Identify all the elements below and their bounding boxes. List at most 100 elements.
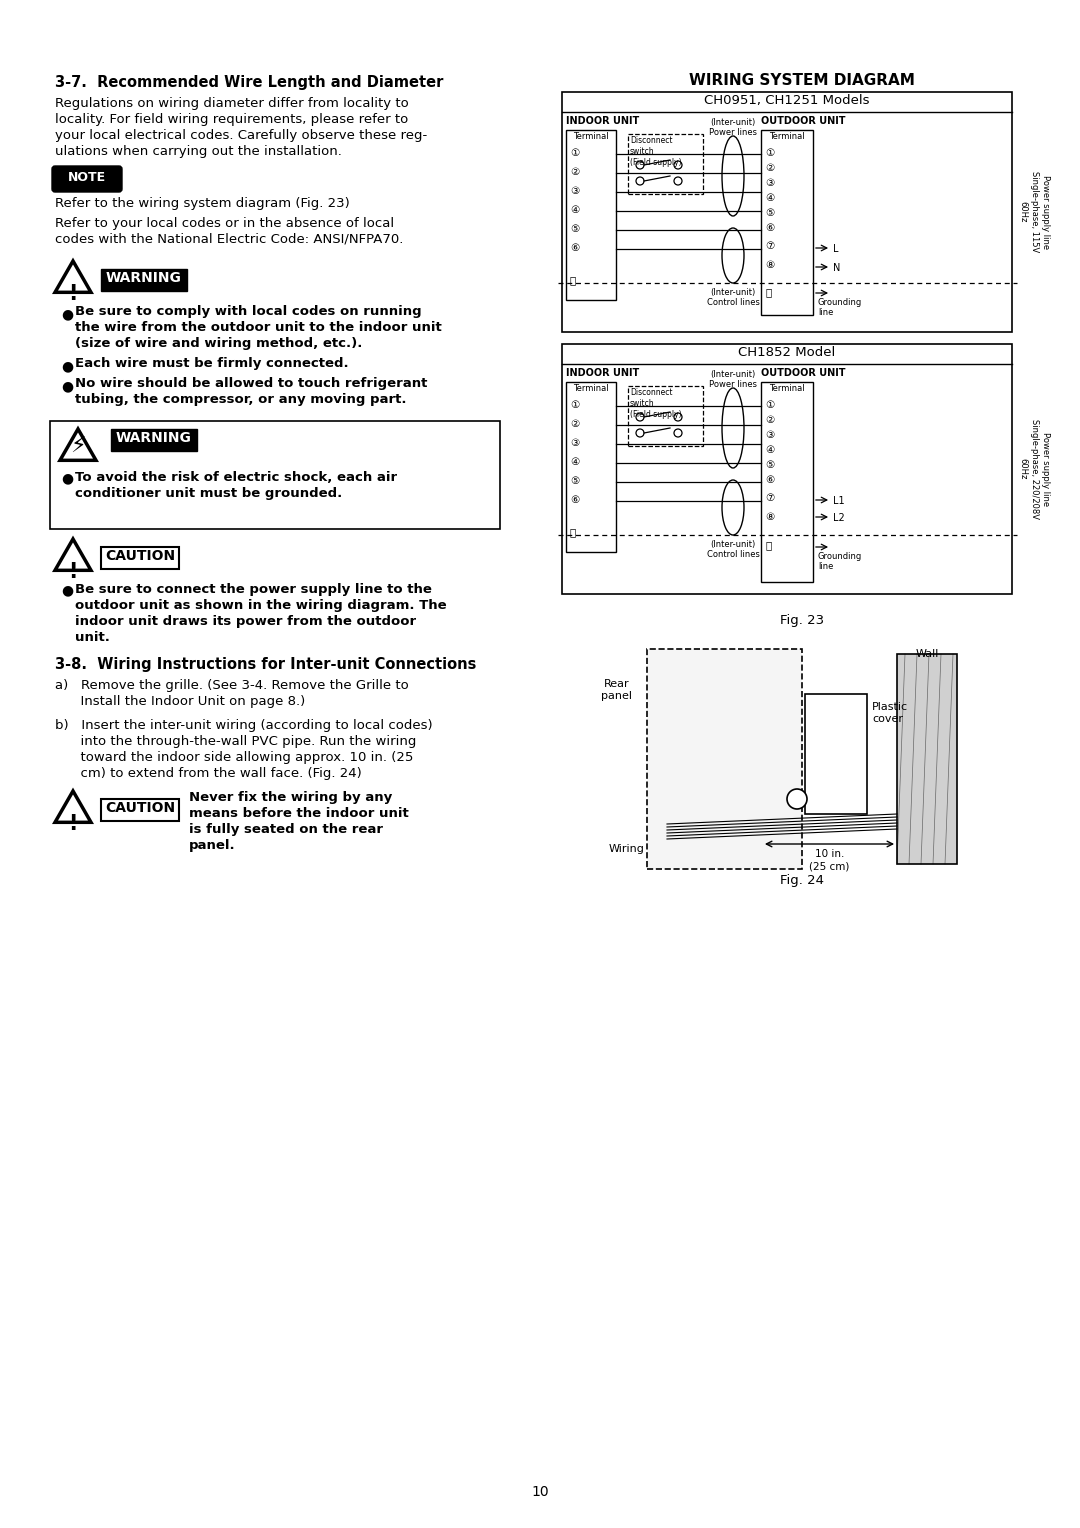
Bar bbox=[562, 344, 1012, 594]
Text: Fig. 24: Fig. 24 bbox=[780, 874, 824, 886]
Text: ⑤: ⑤ bbox=[570, 225, 579, 234]
Text: unit.: unit. bbox=[75, 631, 110, 643]
Text: Terminal: Terminal bbox=[769, 131, 805, 141]
Text: ④: ④ bbox=[570, 205, 579, 215]
Bar bbox=[647, 649, 802, 869]
Text: your local electrical codes. Carefully observe these reg-: your local electrical codes. Carefully o… bbox=[55, 128, 428, 142]
Text: Be sure to connect the power supply line to the: Be sure to connect the power supply line… bbox=[75, 584, 432, 596]
Text: into the through-the-wall PVC pipe. Run the wiring: into the through-the-wall PVC pipe. Run … bbox=[55, 735, 417, 749]
Text: Disconnect
switch
(Field supply): Disconnect switch (Field supply) bbox=[630, 388, 681, 419]
Text: 10 in.
(25 cm): 10 in. (25 cm) bbox=[809, 850, 850, 871]
Bar bbox=[627, 387, 703, 446]
Text: !: ! bbox=[68, 562, 78, 582]
Bar bbox=[805, 694, 867, 814]
Text: Grounding
line: Grounding line bbox=[818, 298, 862, 318]
Circle shape bbox=[636, 160, 644, 170]
Text: Plastic
cover: Plastic cover bbox=[872, 701, 908, 724]
Text: Power supply line
Single-phase, 115V
60Hz: Power supply line Single-phase, 115V 60H… bbox=[1018, 171, 1050, 252]
Text: OUTDOOR UNIT: OUTDOOR UNIT bbox=[761, 368, 846, 377]
Text: L2: L2 bbox=[833, 513, 845, 523]
Text: L1: L1 bbox=[833, 497, 845, 506]
Circle shape bbox=[674, 429, 681, 437]
Text: tubing, the compressor, or any moving part.: tubing, the compressor, or any moving pa… bbox=[75, 393, 406, 406]
Text: !: ! bbox=[68, 814, 78, 834]
Text: CH1852 Model: CH1852 Model bbox=[739, 345, 836, 359]
Text: Power supply line
Single-phase, 220/208V
60Hz: Power supply line Single-phase, 220/208V… bbox=[1018, 419, 1050, 520]
Text: locality. For field wiring requirements, please refer to: locality. For field wiring requirements,… bbox=[55, 113, 408, 125]
Text: 3-8.  Wiring Instructions for Inter-unit Connections: 3-8. Wiring Instructions for Inter-unit … bbox=[55, 657, 476, 672]
Bar bbox=[50, 422, 500, 529]
Text: 10: 10 bbox=[531, 1485, 549, 1499]
Text: Never fix the wiring by any: Never fix the wiring by any bbox=[189, 792, 392, 804]
Bar bbox=[562, 92, 1012, 332]
Circle shape bbox=[674, 413, 681, 422]
Text: ●: ● bbox=[60, 379, 73, 393]
Text: ●: ● bbox=[60, 307, 73, 321]
Text: INDOOR UNIT: INDOOR UNIT bbox=[566, 116, 639, 125]
Text: (Inter-unit)
Control lines: (Inter-unit) Control lines bbox=[706, 287, 759, 307]
Text: Terminal: Terminal bbox=[769, 384, 805, 393]
Text: ④: ④ bbox=[570, 457, 579, 468]
Text: Fig. 23: Fig. 23 bbox=[780, 614, 824, 626]
Text: ●: ● bbox=[60, 584, 73, 597]
Text: ②: ② bbox=[570, 419, 579, 429]
Text: ④: ④ bbox=[765, 193, 774, 203]
Text: ⑤: ⑤ bbox=[570, 477, 579, 486]
Text: WARNING: WARNING bbox=[116, 431, 192, 445]
Text: ②: ② bbox=[765, 163, 774, 173]
Text: (size of wire and wiring method, etc.).: (size of wire and wiring method, etc.). bbox=[75, 338, 363, 350]
Polygon shape bbox=[55, 792, 91, 822]
Circle shape bbox=[674, 160, 681, 170]
Text: Regulations on wiring diameter differ from locality to: Regulations on wiring diameter differ fr… bbox=[55, 96, 408, 110]
Text: ●: ● bbox=[60, 471, 73, 484]
Text: means before the indoor unit: means before the indoor unit bbox=[189, 807, 408, 821]
Text: ⑥: ⑥ bbox=[765, 475, 774, 484]
Text: Ⓖ: Ⓖ bbox=[765, 539, 771, 550]
Text: Wiring: Wiring bbox=[609, 843, 645, 854]
Text: ⑦: ⑦ bbox=[765, 494, 774, 503]
Text: ③: ③ bbox=[570, 186, 579, 196]
Text: L: L bbox=[833, 244, 838, 254]
Text: ①: ① bbox=[765, 400, 774, 410]
Text: Rear
panel: Rear panel bbox=[602, 678, 633, 701]
Text: ⑧: ⑧ bbox=[765, 512, 774, 523]
Text: ①: ① bbox=[570, 400, 579, 410]
Text: Each wire must be firmly connected.: Each wire must be firmly connected. bbox=[75, 358, 349, 370]
Polygon shape bbox=[55, 539, 91, 570]
Bar bbox=[111, 429, 197, 451]
Bar bbox=[102, 269, 187, 290]
Text: To avoid the risk of electric shock, each air: To avoid the risk of electric shock, eac… bbox=[75, 471, 397, 484]
Text: Be sure to comply with local codes on running: Be sure to comply with local codes on ru… bbox=[75, 306, 421, 318]
Text: Ⓖ: Ⓖ bbox=[570, 275, 577, 286]
Text: Refer to the wiring system diagram (Fig. 23): Refer to the wiring system diagram (Fig.… bbox=[55, 197, 350, 209]
Circle shape bbox=[674, 177, 681, 185]
Bar bbox=[897, 654, 957, 863]
Text: ●: ● bbox=[60, 359, 73, 373]
Text: toward the indoor side allowing approx. 10 in. (25: toward the indoor side allowing approx. … bbox=[55, 750, 414, 764]
Bar bbox=[102, 799, 179, 821]
Text: NOTE: NOTE bbox=[68, 171, 106, 183]
Text: b)   Insert the inter-unit wiring (according to local codes): b) Insert the inter-unit wiring (accordi… bbox=[55, 720, 433, 732]
Bar bbox=[627, 134, 703, 194]
Text: codes with the National Electric Code: ANSI/NFPA70.: codes with the National Electric Code: A… bbox=[55, 232, 403, 246]
Text: ⑧: ⑧ bbox=[765, 260, 774, 270]
Text: ②: ② bbox=[765, 416, 774, 425]
Text: ④: ④ bbox=[765, 445, 774, 455]
Bar bbox=[566, 130, 616, 299]
Text: CH0951, CH1251 Models: CH0951, CH1251 Models bbox=[704, 95, 869, 107]
Text: panel.: panel. bbox=[189, 839, 235, 853]
Text: Ⓖ: Ⓖ bbox=[570, 527, 577, 536]
Text: N: N bbox=[833, 263, 840, 274]
Text: cm) to extend from the wall face. (Fig. 24): cm) to extend from the wall face. (Fig. … bbox=[55, 767, 362, 779]
Text: ⑥: ⑥ bbox=[570, 495, 579, 504]
Text: INDOOR UNIT: INDOOR UNIT bbox=[566, 368, 639, 377]
Bar bbox=[102, 547, 179, 568]
Text: ⑥: ⑥ bbox=[765, 223, 774, 232]
Polygon shape bbox=[55, 261, 91, 292]
Text: 3-7.  Recommended Wire Length and Diameter: 3-7. Recommended Wire Length and Diamete… bbox=[55, 75, 444, 90]
Text: ⑤: ⑤ bbox=[765, 460, 774, 471]
Circle shape bbox=[787, 788, 807, 808]
Text: Refer to your local codes or in the absence of local: Refer to your local codes or in the abse… bbox=[55, 217, 394, 231]
Text: ①: ① bbox=[765, 148, 774, 157]
Text: !: ! bbox=[68, 284, 78, 304]
